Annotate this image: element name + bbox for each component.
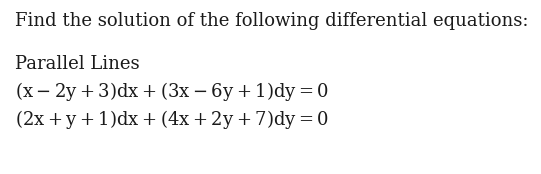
Text: $\mathdefault{(x - 2y + 3) dx + (3x - 6y + 1) dy = 0}$: $\mathdefault{(x - 2y + 3) dx + (3x - 6y… — [15, 80, 329, 103]
Text: Find the solution of the following differential equations:: Find the solution of the following diffe… — [15, 12, 529, 30]
Text: Parallel Lines: Parallel Lines — [15, 55, 140, 73]
Text: $\mathdefault{(2x + y + 1) dx + (4x + 2y + 7) dy = 0}$: $\mathdefault{(2x + y + 1) dx + (4x + 2y… — [15, 108, 329, 131]
